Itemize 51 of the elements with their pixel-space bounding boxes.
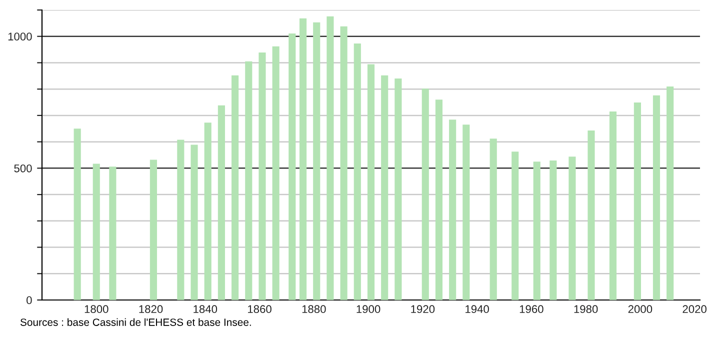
x-tick-label: 1860 — [248, 305, 272, 314]
y-tick-label: 1000 — [8, 32, 32, 40]
bar — [652, 95, 660, 300]
bar — [354, 43, 361, 300]
bar — [422, 88, 429, 300]
x-tick-label: 1840 — [194, 305, 218, 314]
x-tick-label: 1960 — [520, 305, 544, 314]
bar — [512, 152, 519, 300]
bar — [299, 18, 307, 300]
bar — [588, 130, 595, 300]
x-tick-label: 1900 — [356, 305, 380, 314]
bar — [490, 138, 497, 300]
bar — [533, 162, 540, 300]
bar — [92, 164, 100, 300]
bar — [272, 46, 280, 300]
bar — [394, 78, 402, 300]
bar — [232, 75, 239, 300]
bar — [367, 64, 375, 300]
bar — [449, 120, 456, 300]
bar — [245, 61, 252, 300]
bar — [258, 52, 266, 300]
source-note: Sources : base Cassini de l'EHESS et base Insee. — [20, 318, 251, 326]
bar — [568, 156, 576, 300]
bar — [150, 160, 158, 300]
x-tick-label: 1940 — [466, 305, 489, 314]
bar — [666, 86, 674, 300]
x-tick-label: 1920 — [411, 305, 435, 314]
bar — [381, 75, 388, 300]
bar — [609, 112, 617, 300]
bar — [550, 160, 557, 300]
x-tick-label: 2000 — [628, 305, 652, 314]
bar — [204, 122, 212, 300]
bar — [288, 33, 296, 300]
bar — [313, 22, 320, 300]
bar — [74, 128, 81, 300]
x-tick-label: 1880 — [302, 305, 326, 314]
x-tick-label: 2020 — [682, 305, 706, 314]
bar — [177, 140, 184, 300]
x-tick-label: 1820 — [139, 305, 163, 314]
y-tick-label: 500 — [14, 164, 32, 172]
x-tick-label: 1800 — [84, 305, 108, 314]
bar — [634, 102, 641, 300]
bar — [340, 26, 348, 300]
bar — [462, 124, 470, 300]
bar — [109, 166, 116, 300]
x-tick-label: 1980 — [574, 305, 598, 314]
bar — [435, 100, 443, 300]
bar — [218, 105, 225, 300]
bar — [190, 144, 198, 300]
y-tick-label: 0 — [26, 296, 32, 304]
bar — [326, 16, 334, 300]
